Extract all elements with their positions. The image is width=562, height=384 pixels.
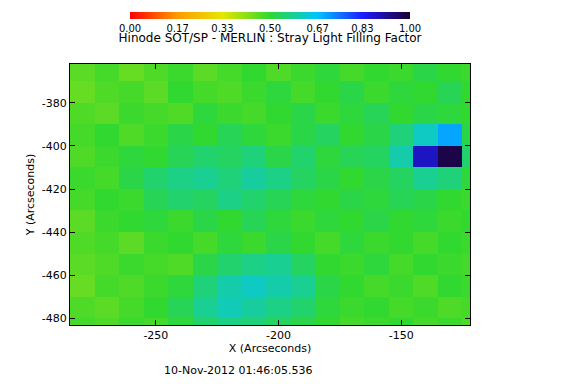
svg-text:-480: -480 bbox=[42, 312, 67, 325]
svg-text:1.00: 1.00 bbox=[399, 23, 421, 34]
svg-text:-380: -380 bbox=[42, 97, 67, 110]
svg-text:0.67: 0.67 bbox=[306, 23, 328, 34]
svg-text:-460: -460 bbox=[42, 269, 67, 282]
svg-text:X (Arcseconds): X (Arcseconds) bbox=[229, 342, 311, 355]
svg-text:0.33: 0.33 bbox=[211, 23, 233, 34]
svg-text:-200: -200 bbox=[266, 329, 291, 342]
svg-text:Y (Arcseconds): Y (Arcseconds) bbox=[24, 154, 37, 237]
svg-text:0.50: 0.50 bbox=[259, 23, 281, 34]
svg-text:-250: -250 bbox=[143, 329, 168, 342]
svg-text:0.00: 0.00 bbox=[119, 23, 141, 34]
svg-text:-440: -440 bbox=[42, 226, 67, 239]
svg-text:-150: -150 bbox=[389, 329, 414, 342]
svg-text:-420: -420 bbox=[42, 183, 67, 196]
svg-text:10-Nov-2012 01:46:05.536: 10-Nov-2012 01:46:05.536 bbox=[164, 364, 313, 377]
svg-text:Hinode SOT/SP - MERLIN : Stray: Hinode SOT/SP - MERLIN : Stray Light Fil… bbox=[119, 31, 422, 45]
svg-text:0.17: 0.17 bbox=[166, 23, 188, 34]
svg-text:-400: -400 bbox=[42, 140, 67, 153]
svg-text:0.83: 0.83 bbox=[351, 23, 373, 34]
